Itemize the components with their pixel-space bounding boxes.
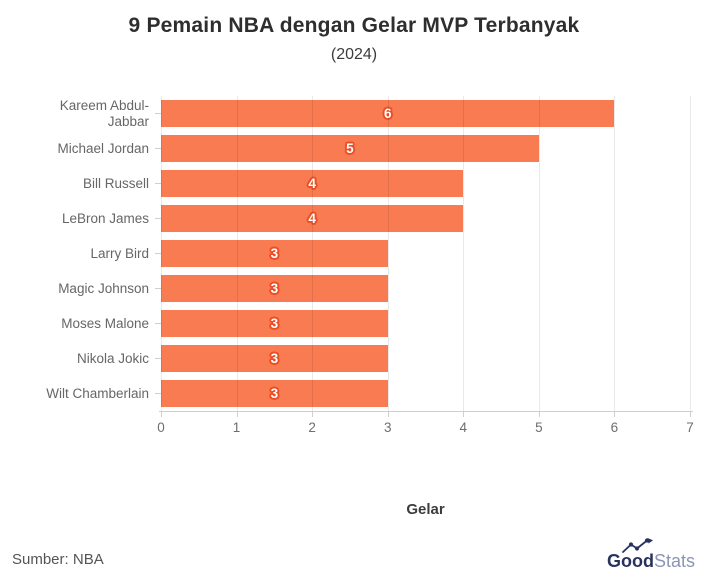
chart-subtitle: (2024) (330, 46, 378, 63)
x-tick-mark (312, 412, 314, 417)
y-tick-mark (155, 113, 161, 114)
category-label: Larry Bird (90, 245, 149, 261)
x-tick-label: 0 (157, 420, 165, 435)
x-tick-mark (161, 412, 162, 417)
y-tick-mark (155, 288, 161, 289)
bar-row: Michael Jordan 5 (57, 131, 690, 166)
x-tick-label: 7 (686, 420, 694, 435)
x-tick-label: 3 (383, 420, 392, 435)
bar-value-label: 3 (270, 386, 279, 401)
category-label: Nikola Jokic (76, 350, 149, 366)
x-tick-mark (236, 412, 238, 417)
x-tick-mark (538, 412, 540, 417)
plot-area: Kareem Abdul-Jabbar 6 Michael Jordan 5 Bill … (46, 96, 694, 435)
goodstats-wordmark: GoodStats (607, 552, 695, 570)
bar: 3 (161, 310, 388, 337)
bar: 3 (161, 380, 388, 407)
category-label: Bill Russell (82, 175, 149, 191)
bar: 3 (161, 240, 388, 267)
y-tick-mark (155, 253, 161, 254)
gridline (690, 96, 691, 411)
bar-row: Magic Johnson 3 (58, 271, 690, 306)
x-tick-mark (690, 412, 691, 417)
bar: 3 (161, 345, 388, 372)
bar-value-label: 3 (270, 351, 279, 366)
bar-row: LeBron James 4 (62, 201, 690, 236)
x-tick-mark (614, 412, 616, 417)
y-tick-mark (155, 218, 161, 219)
bar-row: Larry Bird 3 (90, 236, 690, 271)
x-tick-label: 1 (232, 420, 241, 435)
x-tick-label: 4 (459, 420, 468, 435)
bar-value-label: 4 (308, 176, 316, 191)
y-tick-mark (155, 148, 161, 149)
bar: 3 (161, 275, 388, 302)
category-label: Michael Jordan (57, 140, 149, 156)
x-tick-label: 5 (535, 420, 543, 435)
y-tick-mark (155, 323, 161, 324)
y-tick-mark (155, 183, 161, 184)
logo-good-text: Good (607, 551, 654, 571)
bar: 4 (161, 170, 464, 197)
bar: 5 (161, 135, 539, 162)
category-label: Moses Malone (61, 315, 149, 331)
bar-value-label: 4 (308, 211, 316, 226)
bar-row: Kareem Abdul-Jabbar 6 (60, 96, 690, 131)
bar: 6 (161, 100, 615, 127)
bar-value-label: 3 (270, 246, 279, 261)
x-tick-mark (463, 412, 465, 417)
bar-value-label: 3 (270, 281, 279, 296)
x-axis-title: Gelar (406, 501, 445, 518)
bar-row: Wilt Chamberlain 3 (46, 376, 690, 411)
logo-stats-text: Stats (654, 551, 696, 571)
bar-row: Bill Russell 4 (83, 166, 690, 201)
y-tick-mark (155, 393, 161, 394)
bar-value-label: 3 (270, 316, 279, 331)
bar-value-label: 6 (383, 106, 392, 121)
x-axis-line (159, 411, 693, 412)
x-tick-label: 2 (308, 420, 316, 435)
bar-row: Moses Malone 3 (61, 306, 690, 341)
category-label: Magic Johnson (58, 280, 149, 296)
source-text: Sumber: NBA (12, 551, 104, 568)
bar: 4 (161, 205, 464, 232)
bar-value-label: 5 (346, 141, 354, 156)
category-label: LeBron James (61, 210, 149, 226)
category-label: Wilt Chamberlain (46, 385, 149, 401)
bar-row: Nikola Jokic 3 (77, 341, 690, 376)
y-tick-mark (155, 358, 161, 359)
category-label: Kareem Abdul-Jabbar (59, 97, 149, 129)
trend-line-icon (622, 538, 653, 553)
goodstats-logo: GoodStats (607, 538, 695, 570)
x-tick-mark (387, 412, 389, 417)
chart-title: 9 Pemain NBA dengan Gelar MVP Terbanyak (128, 14, 580, 37)
x-tick-label: 6 (610, 420, 619, 435)
